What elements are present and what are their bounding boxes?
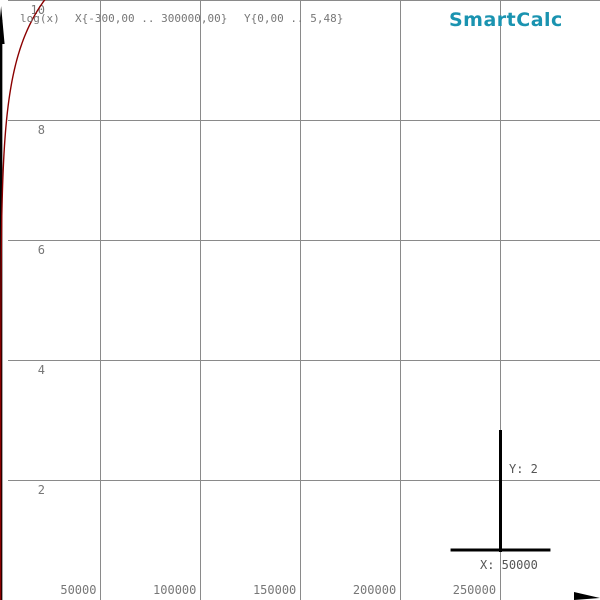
- y-range-label: Y{0,00 .. 5,48}: [244, 12, 343, 25]
- x-tick-label: 250000: [453, 583, 496, 597]
- grid: [8, 0, 600, 600]
- scale-indicator: Y: 2 X: 50000: [450, 430, 551, 572]
- y-tick-label: 6: [38, 243, 45, 257]
- x-tick-label: 100000: [153, 583, 196, 597]
- y-axis-arrow: [0, 6, 5, 44]
- y-tick-label: 4: [38, 363, 45, 377]
- app-logo: SmartCalc: [449, 9, 563, 31]
- y-tick-label: 2: [38, 483, 45, 497]
- expression-label: log(x): [20, 12, 60, 25]
- x-axis-arrow: [574, 592, 600, 600]
- y-tick-label: 8: [38, 123, 45, 137]
- scale-x-label: X: 50000: [480, 558, 538, 572]
- x-tick-label: 200000: [353, 583, 396, 597]
- x-tick-label: 150000: [253, 583, 296, 597]
- scale-y-label: Y: 2: [509, 462, 538, 476]
- x-range-label: X{-300,00 .. 300000,00}: [75, 12, 227, 25]
- x-tick-label: 50000: [60, 583, 96, 597]
